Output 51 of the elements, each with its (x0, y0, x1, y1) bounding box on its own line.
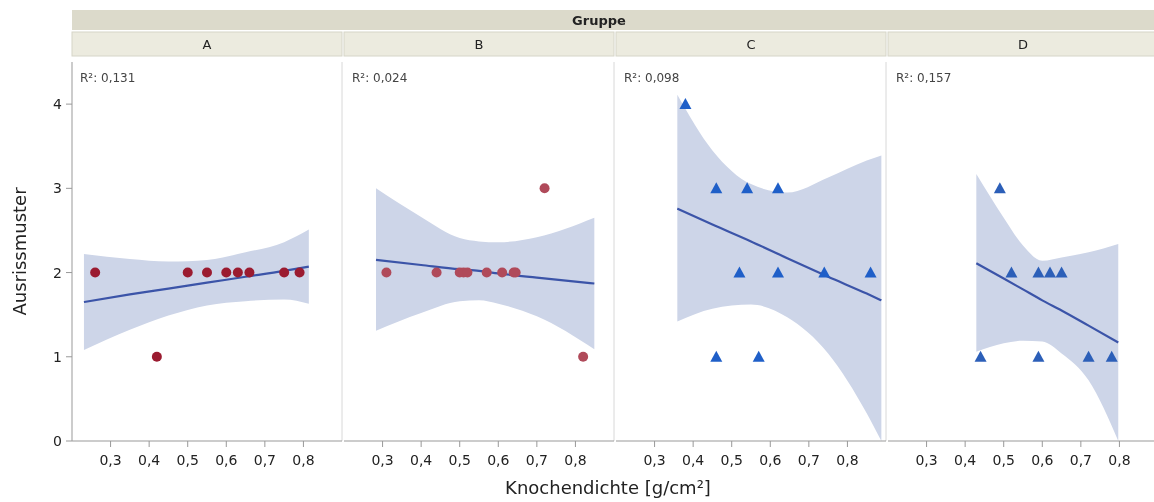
point (741, 182, 754, 194)
x-tick-label: 0,8 (292, 452, 315, 468)
point (772, 182, 784, 194)
x-tick-label: 0,4 (682, 452, 705, 468)
y-axis-title: Ausrissmuster (9, 186, 30, 316)
x-axis-title: Knochendichte [g/cm²] (505, 477, 711, 498)
x-tick-label: 0,3 (643, 452, 666, 468)
x-tick-label: 0,4 (954, 452, 977, 468)
y-tick-label: 2 (53, 264, 62, 281)
x-tick-label: 0,6 (215, 452, 238, 468)
line-series (82, 265, 310, 304)
x-tick-label: 0,3 (371, 452, 394, 468)
x-tick-label: 0,5 (448, 452, 471, 468)
x-tick-label: 0,6 (487, 452, 510, 468)
point (752, 350, 765, 362)
x-tick-label: 0,4 (410, 452, 433, 468)
point (818, 266, 831, 278)
x-tick-label: 0,5 (992, 452, 1015, 468)
point (710, 182, 723, 194)
x-tick-label: 0,4 (138, 452, 161, 468)
chart-subtitle: Gruppe (572, 13, 627, 28)
x-tick-label: 0,7 (1069, 452, 1092, 468)
x-tick-label: 0,7 (253, 452, 276, 468)
point (710, 350, 723, 362)
x-tick-label: 0,8 (1108, 452, 1131, 468)
x-tick-label: 0,5 (176, 452, 199, 468)
y-tick-label: 0 (53, 433, 62, 449)
point (733, 266, 746, 278)
annotation: R²: 0,098 (624, 71, 680, 85)
y-tick-label: 4 (53, 96, 63, 113)
point (772, 266, 784, 278)
x-tick-label: 0,6 (1031, 452, 1054, 468)
x-tick-label: 0,3 (99, 452, 122, 468)
annotation: R²: 0,157 (896, 71, 952, 85)
x-tick-label: 0,7 (797, 452, 820, 468)
chart-title: B (474, 37, 484, 52)
y-tick-label: 1 (53, 348, 62, 365)
annotation: R²: 0,024 (352, 71, 408, 85)
x-tick-label: 0,3 (915, 452, 938, 468)
x-tick-label: 0,8 (564, 452, 587, 468)
annotation: R²: 0,131 (80, 71, 136, 85)
chart-title: A (202, 37, 212, 52)
point (864, 266, 877, 278)
x-tick-label: 0,6 (759, 452, 782, 468)
x-tick-label: 0,8 (836, 452, 859, 468)
y-tick-label: 3 (53, 180, 62, 197)
chart-title: C (746, 37, 756, 52)
x-tick-label: 0,7 (525, 452, 548, 468)
x-tick-label: 0,5 (720, 452, 743, 468)
point (679, 98, 692, 110)
chart-title: D (1017, 37, 1029, 52)
